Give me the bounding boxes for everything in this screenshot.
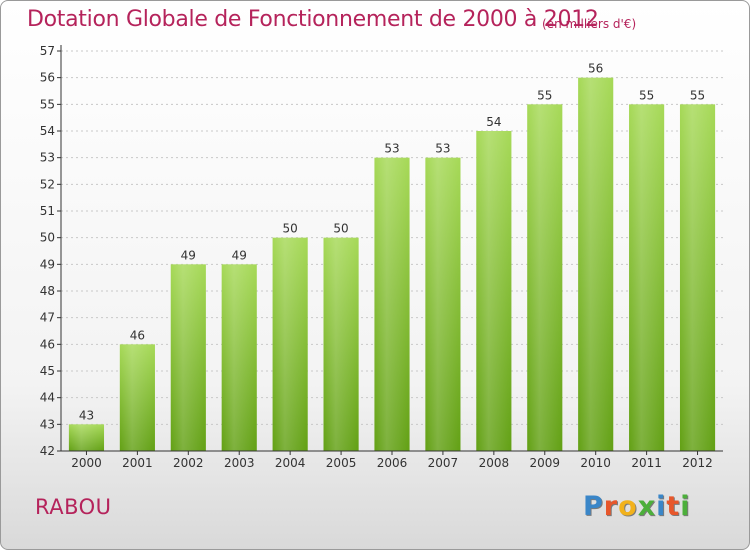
y-tick-label: 49: [40, 257, 55, 271]
y-tick-label: 56: [40, 71, 55, 85]
y-tick-label: 55: [40, 97, 55, 111]
x-tick-label: 2012: [682, 456, 713, 470]
bar-highlight: [323, 237, 359, 451]
chart-title: Dotation Globale de Fonctionnement de 20…: [27, 7, 599, 32]
bar-value-label: 50: [333, 222, 348, 236]
bar-highlight: [578, 77, 614, 452]
logo-letter: r: [603, 491, 619, 522]
bar-value-label: 55: [639, 88, 654, 102]
bar-highlight: [272, 237, 308, 451]
y-tick-label: 45: [40, 364, 55, 378]
y-tick-label: 54: [40, 124, 55, 138]
bar-value-label: 46: [130, 328, 145, 342]
bar-highlight: [68, 424, 105, 451]
bar-value-label: 54: [486, 115, 501, 129]
bar-highlight: [374, 157, 410, 451]
x-tick-label: 2010: [580, 456, 611, 470]
bar-highlight: [527, 104, 563, 451]
bar-value-label: 55: [690, 88, 705, 102]
bar-highlight: [476, 131, 512, 451]
bar-highlight: [425, 157, 461, 451]
proxiti-logo: Proxiti: [583, 491, 691, 522]
y-tick-label: 46: [40, 337, 55, 351]
x-tick-label: 2005: [326, 456, 357, 470]
y-tick-label: 43: [40, 417, 55, 431]
x-tick-label: 2007: [428, 456, 459, 470]
logo-letter: P: [583, 491, 604, 522]
x-tick-label: 2001: [122, 456, 153, 470]
logo-letter: i: [656, 491, 667, 522]
y-tick-label: 52: [40, 177, 55, 191]
commune-name: RABOU: [35, 495, 112, 519]
bar-value-label: 49: [181, 248, 196, 262]
bar-highlight: [119, 344, 155, 451]
x-tick-label: 2008: [479, 456, 510, 470]
y-tick-label: 42: [40, 444, 55, 458]
bar-highlight: [221, 264, 257, 451]
y-tick-label: 44: [40, 391, 55, 405]
bar-value-label: 49: [232, 248, 247, 262]
x-tick-label: 2006: [377, 456, 408, 470]
y-tick-label: 51: [40, 204, 55, 218]
logo-letter: x: [637, 491, 657, 522]
bar-value-label: 50: [283, 222, 298, 236]
y-tick-label: 47: [40, 311, 55, 325]
x-tick-label: 2004: [275, 456, 306, 470]
bar-value-label: 53: [384, 142, 399, 156]
y-tick-label: 48: [40, 284, 55, 298]
bar-value-label: 55: [537, 88, 552, 102]
chart-subtitle: (en milliers d'€): [542, 17, 637, 31]
y-tick-label: 57: [40, 44, 55, 58]
bar-highlight: [170, 264, 206, 451]
bar-highlight: [679, 104, 716, 451]
x-tick-label: 2009: [529, 456, 560, 470]
y-tick-label: 53: [40, 151, 55, 165]
x-tick-label: 2002: [173, 456, 204, 470]
bar-value-label: 56: [588, 62, 603, 76]
x-tick-label: 2003: [224, 456, 255, 470]
logo-letter: o: [618, 491, 638, 522]
logo-letter: t: [666, 491, 681, 522]
bar-value-label: 43: [79, 408, 94, 422]
x-tick-label: 2000: [71, 456, 102, 470]
bar-highlight: [629, 104, 665, 451]
y-tick-label: 50: [40, 231, 55, 245]
logo-letter: i: [680, 491, 691, 522]
bar-value-label: 53: [435, 142, 450, 156]
x-tick-label: 2011: [631, 456, 662, 470]
